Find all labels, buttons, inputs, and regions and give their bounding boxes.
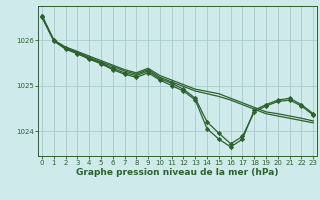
X-axis label: Graphe pression niveau de la mer (hPa): Graphe pression niveau de la mer (hPa) [76, 168, 279, 177]
